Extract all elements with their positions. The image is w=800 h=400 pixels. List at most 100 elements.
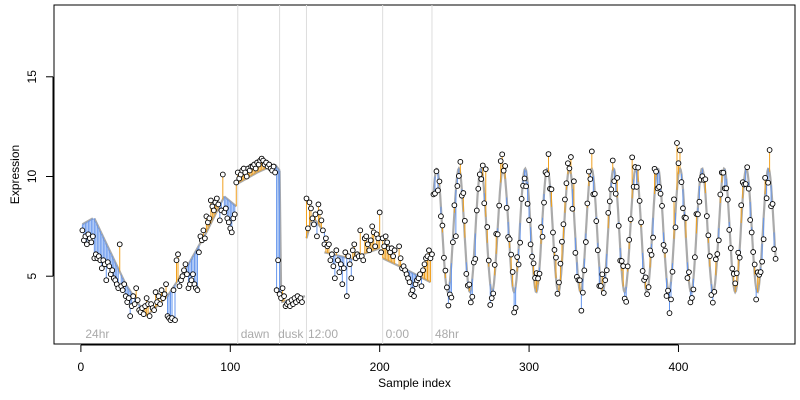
data-point	[763, 195, 770, 202]
data-point	[219, 171, 226, 178]
data-point	[158, 287, 165, 294]
data-point	[662, 247, 668, 254]
data-point	[116, 241, 123, 248]
data-point	[391, 247, 398, 254]
data-point	[482, 166, 489, 173]
data-point	[720, 169, 727, 176]
data-point	[733, 270, 740, 277]
data-point	[351, 241, 358, 248]
data-point	[585, 168, 592, 175]
data-point	[133, 285, 140, 292]
data-point	[487, 302, 494, 308]
data-point	[454, 183, 461, 189]
data-point	[213, 195, 220, 202]
data-point	[760, 236, 767, 243]
data-point	[517, 239, 523, 246]
data-point	[420, 267, 426, 274]
data-point	[757, 269, 764, 275]
data-point	[343, 293, 350, 299]
data-point	[396, 243, 402, 250]
data-point	[692, 254, 698, 261]
data-point	[125, 295, 132, 301]
data-point	[638, 219, 644, 226]
data-point	[397, 255, 404, 262]
data-point	[146, 313, 153, 319]
data-point	[372, 243, 379, 250]
data-point	[650, 234, 656, 241]
data-point	[152, 289, 159, 296]
data-point	[602, 277, 609, 284]
data-point	[772, 255, 779, 262]
data-point	[106, 263, 113, 270]
x-tick-label: 200	[370, 360, 390, 374]
data-point	[680, 205, 686, 212]
x-tick-label: 300	[519, 360, 539, 374]
data-point	[608, 186, 615, 193]
data-point	[337, 261, 344, 268]
data-point	[151, 307, 157, 313]
data-point	[496, 202, 503, 209]
data-point	[98, 265, 105, 272]
data-point	[672, 224, 679, 231]
data-point	[273, 287, 280, 294]
data-point	[445, 302, 452, 309]
data-point	[627, 216, 634, 223]
data-point	[202, 235, 208, 242]
data-point	[346, 261, 353, 268]
data-point	[751, 261, 758, 268]
data-point	[484, 224, 491, 230]
separators	[237, 5, 433, 344]
data-point	[472, 256, 479, 262]
data-point	[335, 257, 341, 264]
data-point	[349, 247, 356, 254]
data-point	[677, 147, 683, 154]
data-point	[644, 291, 650, 298]
x-axis-title: Sample index	[378, 376, 451, 390]
data-point	[479, 162, 486, 169]
data-point	[381, 243, 388, 250]
data-point	[696, 198, 703, 205]
annotation-label: 48hr	[435, 327, 459, 341]
data-point	[636, 197, 643, 204]
y-tick-label: 15	[25, 70, 39, 84]
data-point	[769, 201, 776, 207]
data-point	[320, 227, 326, 234]
data-point	[588, 148, 595, 155]
data-point	[526, 217, 532, 224]
data-point	[376, 209, 383, 216]
data-point	[444, 284, 450, 291]
data-point	[323, 235, 329, 242]
data-point	[684, 275, 691, 281]
data-point	[211, 207, 217, 214]
data-point	[481, 200, 488, 207]
data-point	[469, 293, 476, 300]
data-point	[732, 280, 739, 287]
data-point	[562, 196, 568, 203]
data-point	[491, 262, 498, 268]
data-point	[222, 205, 229, 212]
annotation-label: 0:00	[386, 327, 410, 341]
annotation-label: 24hr	[85, 327, 109, 341]
data-point	[342, 249, 349, 256]
data-point	[103, 277, 110, 284]
data-point	[275, 257, 281, 264]
data-point	[668, 296, 674, 303]
data-point	[624, 263, 631, 270]
data-point	[233, 179, 240, 186]
data-point	[512, 305, 519, 311]
data-point	[494, 231, 501, 238]
data-point	[633, 184, 640, 190]
data-point	[363, 233, 370, 240]
data-point	[723, 185, 730, 192]
data-point	[690, 286, 697, 293]
data-point	[270, 163, 277, 170]
data-point	[553, 254, 559, 261]
data-point	[594, 247, 601, 254]
data-point	[461, 217, 468, 224]
data-point	[665, 287, 671, 294]
data-point	[548, 186, 555, 193]
data-point	[348, 275, 355, 282]
data-point	[190, 271, 196, 278]
data-point	[327, 257, 334, 264]
